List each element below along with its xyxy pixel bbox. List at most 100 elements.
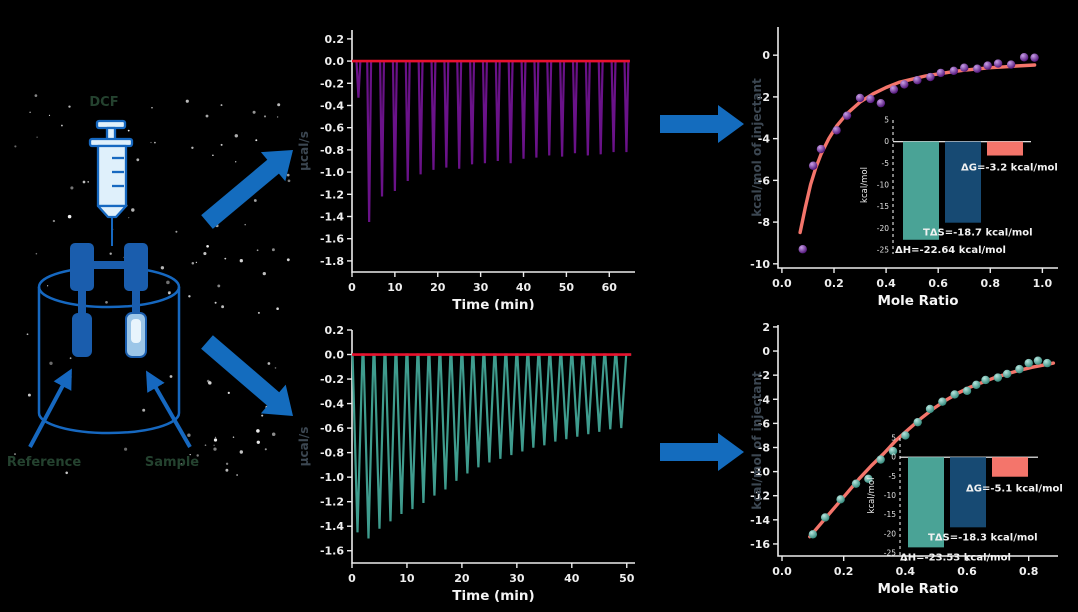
cell-connector (94, 261, 124, 269)
x-tick-label: 10 (387, 281, 403, 294)
injection-spike-series (351, 353, 632, 539)
sample-cell-stem (132, 291, 140, 313)
arrow-to-bottom-isotherm-icon (660, 433, 744, 471)
inset-tick-label: 0 (891, 453, 896, 462)
y-tick-label: 0.0 (325, 55, 345, 68)
isotherm-top-plot: 0 -2 -4 -6 -8 -10 0.0 0.2 0.4 0.6 0.8 1.0 Mole Ratio… (750, 27, 1058, 309)
x-tick-label: 50 (559, 281, 575, 294)
inset-tick-label: -15 (884, 510, 896, 519)
inset-bar-TΔS (945, 141, 981, 223)
y-tick-label: -1.2 (320, 188, 344, 201)
axes: 0 -2 -4 -6 -8 -10 0.0 0.2 0.4 0.6 0.8 1.0 (750, 27, 1058, 290)
axes: 0.2 0.0 -0.2 -0.4 -0.6 -0.8 -1.0 -1.2 -1.4 -1.6 -1… (320, 30, 635, 294)
sample-pointer-arrow-icon (146, 370, 192, 448)
y-tick-label: -2 (758, 369, 770, 382)
x-tick-label: 0.6 (957, 565, 977, 578)
x-tick-label: 0.6 (928, 277, 948, 290)
x-tick-label: 0.8 (981, 277, 1001, 290)
injection-spike-series (352, 59, 630, 223)
axes: 2 0 -2 -4 -6 -8 -10 -12 -14 -16 0.0 0.2 0.4 0.6 0.8 (750, 321, 1058, 578)
y-tick-label: -0.8 (320, 447, 344, 460)
x-tick-label: 30 (509, 572, 525, 585)
inset-tick-label: -20 (877, 224, 889, 233)
y-tick-label: -0.6 (320, 122, 344, 135)
inset-tick-label: -10 (884, 491, 896, 500)
y-tick-label: -8 (758, 216, 770, 229)
x-tick-label: 0 (348, 572, 356, 585)
inset-bar-ΔH (908, 457, 944, 548)
x-tick-label: 30 (473, 281, 489, 294)
inset-tick-label: -25 (884, 549, 896, 558)
y-tick-label: -0.4 (320, 99, 344, 112)
y-axis-label: kcal/mol of injectant (750, 78, 764, 217)
y-tick-label: -1.0 (320, 471, 344, 484)
y-tick-label: -1.2 (320, 496, 344, 509)
x-tick-label: 1.0 (1033, 277, 1053, 290)
y-tick-label: 0.0 (325, 349, 345, 362)
y-axis-label: µcal/s (297, 131, 311, 171)
y-tick-label: 0.2 (325, 324, 345, 337)
sample-cell-highlight (131, 319, 141, 343)
x-tick-label: 0.8 (1019, 565, 1039, 578)
fit-curve-series (798, 63, 1037, 235)
inset-tick-label: -5 (889, 472, 897, 481)
noise-speckles (14, 94, 291, 476)
x-tick-label: 0.4 (876, 277, 896, 290)
inset-bar-label: TΔS=-18.3 kcal/mol (928, 532, 1038, 543)
x-tick-label: 60 (602, 281, 618, 294)
x-tick-label: 0.2 (834, 565, 854, 578)
syringe-label: DCF (89, 95, 118, 110)
x-tick-label: 0 (348, 281, 356, 294)
calorimeter-jacket (37, 265, 181, 435)
syringe-icon (88, 119, 134, 246)
y-tick-label: -1.4 (320, 520, 344, 533)
inset-tick-label: 5 (891, 434, 896, 443)
arrow-to-top-thermogram-icon (201, 150, 293, 229)
inset-bar-label: ΔH=-23.53 kcal/mol (900, 552, 1011, 563)
x-tick-label: 0.2 (824, 277, 844, 290)
inset-bar-TΔS (950, 457, 986, 528)
data-point-series (798, 53, 1039, 254)
x-tick-label: 0.0 (772, 565, 792, 578)
y-tick-label: -0.6 (320, 422, 344, 435)
x-axis-label: Time (min) (452, 297, 534, 310)
x-tick-label: 40 (516, 281, 532, 294)
y-tick-label: 2 (762, 321, 770, 334)
y-tick-label: -4 (758, 133, 771, 146)
y-axis-label: kcal/mol of injectant (750, 371, 764, 510)
y-tick-label: -0.8 (320, 144, 344, 157)
x-tick-label: 10 (399, 572, 415, 585)
axes: 0.2 0.0 -0.2 -0.4 -0.6 -0.8 -1.0 -1.2 -1.4 -1.6 0 1… (320, 324, 635, 585)
arrow-to-bottom-thermogram-icon (201, 335, 293, 416)
y-tick-label: -0.2 (320, 373, 344, 386)
y-tick-label: -1.0 (320, 166, 344, 179)
y-tick-label: 0 (762, 49, 770, 62)
jacket-top-rim (37, 265, 181, 309)
y-axis-label: µcal/s (297, 427, 311, 467)
y-tick-label: -1.6 (320, 545, 344, 558)
x-axis-label: Mole Ratio (877, 293, 958, 309)
inset-tick-label: -15 (877, 202, 889, 211)
x-tick-label: 0.0 (772, 277, 792, 290)
y-tick-label: -2 (758, 91, 770, 104)
inset-tick-label: -20 (884, 529, 896, 538)
inset-y-axis-label: kcal/mol (867, 478, 877, 514)
y-tick-label: -6 (758, 417, 771, 430)
inset-bar-ΔH (903, 141, 939, 240)
inset-bar-label: ΔG=-3.2 kcal/mol (961, 163, 1058, 174)
y-tick-label: -0.4 (320, 398, 344, 411)
inset-tick-label: -10 (877, 181, 889, 190)
arrow-to-top-isotherm-icon (660, 105, 744, 143)
inset-bar-label: TΔS=-18.7 kcal/mol (923, 228, 1033, 239)
y-tick-label: -0.2 (320, 77, 344, 90)
x-tick-label: 50 (619, 572, 635, 585)
inset-bar-ΔG (987, 141, 1023, 156)
isotherm-bottom-plot: 2 0 -2 -4 -6 -8 -10 -12 -14 -16 0.0 0.2 0.4 0.6 0.8 Mol… (750, 321, 1063, 597)
y-tick-label: -6 (758, 174, 771, 187)
thermogram-bottom-plot: 0.2 0.0 -0.2 -0.4 -0.6 -0.8 -1.0 -1.2 -1.4 -1.6 0 1… (297, 324, 635, 604)
inset-bar-ΔG (992, 457, 1028, 477)
syringe-barrel (96, 144, 128, 208)
jacket-bottom (37, 412, 181, 435)
